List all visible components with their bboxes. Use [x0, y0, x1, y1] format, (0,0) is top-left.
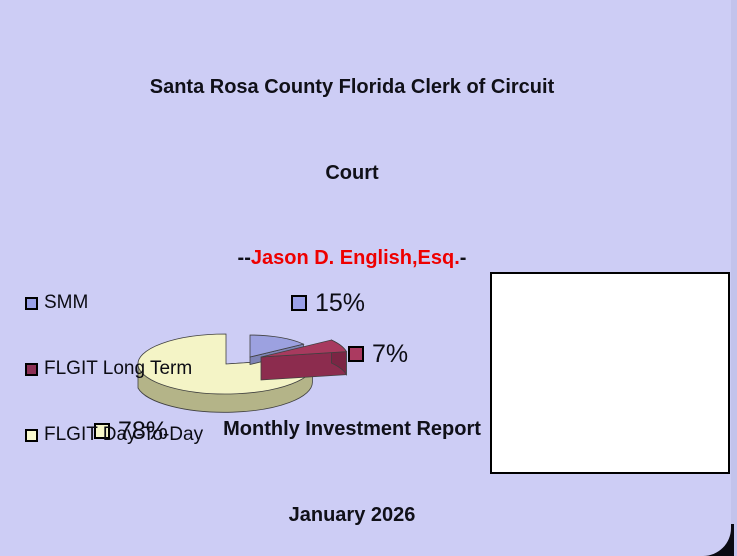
legend-long-term-marker-icon — [25, 362, 38, 376]
long-term-label-marker-icon — [348, 346, 364, 362]
subtitle-line: --Jason D. English,Esq.- — [0, 244, 704, 273]
data-label-smm: 15% — [291, 289, 365, 317]
title-block: Santa Rosa County Florida Clerk of Circu… — [0, 16, 704, 556]
chart-legend — [490, 272, 730, 474]
report-period: January 2026 — [288, 503, 416, 526]
report-title: Monthly Investment Report — [223, 418, 481, 440]
title-line-2: Court — [325, 161, 379, 184]
data-label-day-to-day-value: 78% — [118, 416, 169, 445]
smm-label-marker-icon — [291, 295, 307, 311]
legend-item-smm: SMM — [0, 291, 731, 315]
data-label-long-term-value: 7% — [372, 339, 409, 368]
legend-day-to-day-label: FLGIT Day-To-Day — [44, 424, 204, 445]
day-to-day-label-marker-icon — [94, 423, 110, 439]
data-label-smm-value: 15% — [315, 288, 366, 317]
data-label-day-to-day: 78% — [94, 417, 168, 445]
legend-smm-marker-icon — [25, 296, 38, 310]
title-line-1: Santa Rosa County Florida Clerk of Circu… — [149, 76, 555, 98]
subtitle-prefix: -- — [237, 247, 251, 269]
legend-smm-label: SMM — [44, 292, 89, 313]
legend-long-term-label: FLGIT Long Term — [44, 358, 193, 379]
subtitle-suffix: - — [459, 247, 467, 269]
legend-item-day-to-day: FLGIT Day-To-Day — [0, 423, 731, 447]
subtitle-name: Jason D. English,Esq. — [250, 247, 460, 269]
legend-item-long-term: FLGIT Long Term — [0, 357, 731, 381]
pie-slice-long-term — [260, 339, 348, 358]
data-label-long-term: 7% — [348, 340, 408, 368]
legend-day-to-day-marker-icon — [25, 428, 38, 442]
pie-slice-smm — [249, 334, 305, 358]
